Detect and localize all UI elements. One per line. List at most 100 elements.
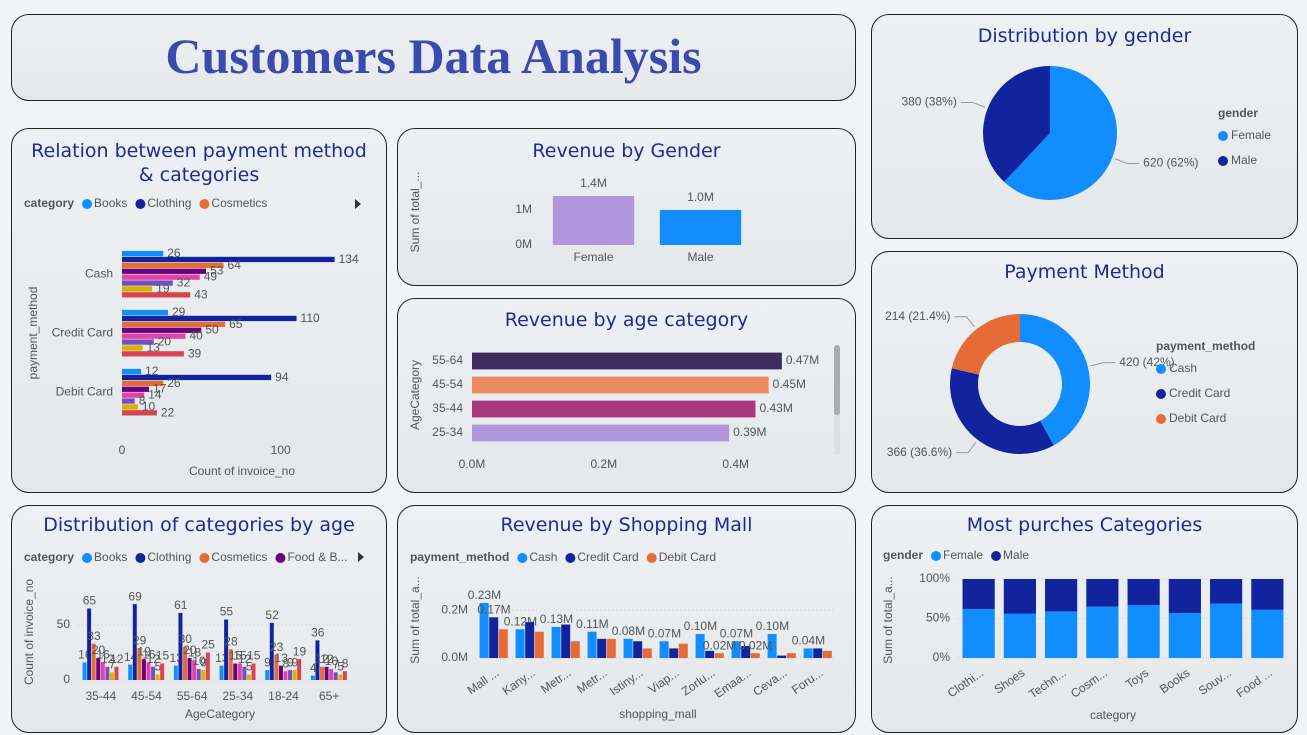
y-tick-label: 0 (63, 672, 70, 686)
data-label: 10 (192, 654, 206, 668)
data-label: 8 (139, 394, 146, 408)
bar (122, 262, 224, 268)
legend-marker (565, 553, 576, 563)
slice (1004, 66, 1117, 200)
bar (201, 670, 206, 680)
bar (786, 653, 796, 658)
data-label: 0.02M (703, 638, 736, 652)
bar (606, 638, 616, 658)
bar (338, 674, 343, 680)
x-tick-label: Ceva... (750, 666, 789, 699)
chart-title: Revenue by age category (504, 309, 749, 331)
y-tick-label: 0% (933, 650, 951, 664)
panel: Relation between payment method & catego… (11, 128, 387, 493)
data-label: 32 (177, 276, 191, 290)
bar (122, 315, 297, 322)
x-axis-title: Count of invoice_no (189, 464, 295, 478)
bar (288, 670, 293, 680)
leader-line (1090, 362, 1116, 367)
bar (132, 604, 137, 680)
bar (479, 602, 489, 658)
data-label: 23 (270, 640, 284, 654)
legend-label: Male (1003, 548, 1029, 562)
bar-segment (1168, 612, 1201, 658)
data-label: 5 (246, 660, 253, 674)
bar (122, 268, 207, 274)
bar (122, 333, 186, 339)
scrollbar-thumb[interactable] (834, 345, 840, 415)
legend-label: Cash (1169, 361, 1197, 375)
bar (122, 250, 164, 257)
data-label: 214 (21.4%) (885, 309, 950, 323)
legend-marker (646, 553, 657, 563)
bar (283, 671, 288, 680)
bar (320, 666, 324, 680)
legend-scroll-arrow[interactable] (355, 199, 361, 209)
data-label: 9 (292, 655, 299, 669)
x-tick-label: Emaa... (712, 666, 754, 701)
x-tick-label: Foru... (789, 666, 825, 697)
x-tick-label: Kany... (500, 666, 538, 698)
data-label: 15 (247, 649, 261, 663)
slice (1020, 314, 1090, 446)
bar-segment (1003, 579, 1036, 614)
y-tick-label: 100% (919, 571, 950, 585)
bar (109, 672, 114, 680)
legend-label: Female (1231, 128, 1271, 142)
legend-marker (135, 199, 146, 209)
data-label: 12 (147, 652, 161, 666)
bar-segment (1127, 605, 1160, 658)
data-label: 39 (188, 346, 202, 360)
bar (141, 659, 146, 680)
bar (633, 641, 643, 658)
bar (87, 608, 92, 680)
y-tick-label: 35-44 (432, 401, 463, 415)
bar (324, 666, 329, 680)
leader-line (954, 316, 975, 328)
chart-title: Relation between payment method & catego… (31, 140, 367, 186)
slice (951, 314, 1020, 375)
bar-segment (1210, 579, 1243, 604)
legend-marker (1218, 131, 1228, 141)
legend-label: Cosmetics (211, 550, 267, 564)
bar-segment (1045, 611, 1078, 658)
data-label: 0.04M (792, 634, 825, 648)
bar-segment (962, 609, 995, 658)
bar (160, 663, 165, 680)
data-label: 28 (224, 634, 238, 648)
data-label: 8 (342, 656, 349, 670)
y-tick-label: 25-34 (432, 425, 463, 439)
bar-segment (1086, 606, 1119, 658)
bar (678, 643, 688, 658)
bar (274, 654, 279, 680)
legend-scroll-arrow[interactable] (358, 552, 364, 562)
legend-marker (1156, 364, 1166, 374)
data-label: 19 (293, 644, 307, 658)
x-tick-label: Zorlu... (679, 666, 718, 699)
legend-label: Clothing (147, 196, 191, 210)
x-tick-label: 65+ (319, 689, 339, 703)
data-label: 18 (188, 645, 202, 659)
x-axis-title: shopping_mall (619, 707, 696, 721)
x-tick-label: 55-64 (177, 689, 208, 703)
x-tick-label: 25-34 (222, 689, 253, 703)
data-label: 20 (158, 335, 172, 349)
data-label: 17 (153, 382, 167, 396)
x-tick-label: Books (1157, 666, 1192, 697)
data-label: 8 (282, 656, 289, 670)
bar (705, 650, 715, 658)
bar (561, 624, 571, 658)
bar (224, 619, 229, 680)
header-panel: Customers Data Analysis (11, 14, 856, 101)
x-tick-label: 35-44 (85, 689, 116, 703)
data-label: 16 (96, 648, 110, 662)
legend-marker (135, 553, 146, 563)
bar (750, 653, 760, 658)
bar (219, 665, 224, 680)
data-label: 0.10M (684, 619, 717, 633)
data-label: 0.02M (739, 638, 772, 652)
data-label: 53 (210, 264, 224, 278)
bar-segment (1251, 579, 1284, 610)
data-label: 7 (333, 657, 340, 671)
